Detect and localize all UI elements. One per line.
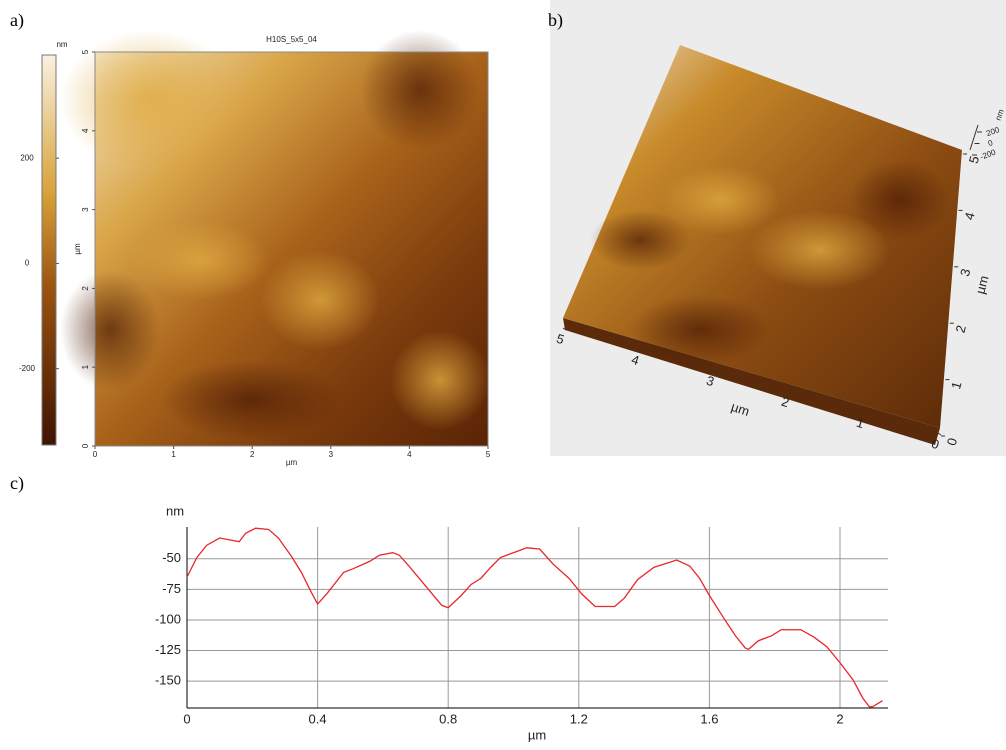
image-title: H10S_5x5_04 (266, 35, 317, 44)
afm-texture (60, 30, 240, 170)
x-tick-label: 4 (630, 352, 642, 369)
x-tick-label: 0 (930, 436, 942, 453)
z-tick-label: 200 (985, 125, 1001, 138)
z-axis-label: nm (994, 108, 1006, 122)
x-tick (562, 327, 567, 331)
colorbar-tick-label: -200 (19, 364, 36, 373)
afm-texture (160, 360, 340, 440)
y-tick-label: 4 (961, 211, 977, 222)
x-tick-label: 2 (780, 394, 792, 411)
y-tick-label: 2 (81, 286, 90, 291)
x-tick-label: 0.4 (309, 711, 327, 726)
colorbar-tick-label: 0 (25, 259, 30, 268)
y-tick-label: -125 (155, 642, 181, 657)
y-tick-label: -75 (162, 581, 181, 596)
x-axis-label: µm (729, 399, 751, 419)
y-tick-label: 5 (966, 154, 982, 165)
x-tick-label: 1.2 (570, 711, 588, 726)
surface-texture (850, 160, 950, 240)
x-tick-label: 3 (705, 373, 717, 390)
colorbar (41, 54, 57, 446)
y-tick-label: 0 (81, 443, 90, 448)
afm-texture (390, 330, 490, 430)
y-tick-label: -50 (162, 550, 181, 565)
x-tick-label: 0 (93, 450, 98, 459)
surface-texture (590, 210, 690, 270)
x-tick-label: 2 (250, 450, 255, 459)
y-tick-label: -100 (155, 611, 181, 626)
x-tick-label: 3 (329, 450, 334, 459)
x-tick-label: 1 (171, 450, 176, 459)
y-tick-label: 3 (957, 267, 973, 278)
surface-texture (750, 210, 890, 290)
surface-texture (630, 295, 770, 365)
x-tick (787, 390, 792, 394)
x-tick-label: 1 (855, 415, 867, 432)
z-tick-label: 0 (987, 138, 995, 148)
colorbar-tick-label: 200 (20, 153, 34, 162)
colorbar-label: nm (56, 40, 67, 49)
y-tick-label: 2 (953, 323, 969, 334)
z-axis (969, 124, 979, 151)
x-tick-label: 0 (183, 711, 190, 726)
y-tick-label: 4 (81, 128, 90, 133)
chart-layer: a)H10S_5x5_040 1 2 3 4 5012345µmµmnm-2000200b… (10, 10, 1006, 742)
y-tick-label: -150 (155, 673, 181, 688)
x-tick (712, 369, 717, 373)
afm-frame (94, 51, 489, 447)
y-tick-label: 5 (81, 49, 90, 54)
panel-label: c) (10, 473, 24, 494)
panel-label: a) (10, 10, 24, 31)
x-tick-label: 5 (555, 331, 567, 348)
y-axis-label: nm (166, 503, 184, 518)
x-tick (937, 432, 942, 436)
y-axis-label: µm (73, 243, 82, 255)
y-tick-label: 0 (944, 436, 960, 447)
x-axis-label: µm (286, 458, 298, 467)
y-tick-label: 3 (81, 207, 90, 212)
surface-texture (660, 165, 780, 235)
y-tick-label: 1 (948, 380, 964, 391)
x-tick (862, 411, 867, 415)
panel-label: b) (548, 10, 563, 31)
x-tick-label: 5 (486, 450, 491, 459)
y-axis-label: µm (972, 274, 991, 296)
x-tick-label: 2 (836, 711, 843, 726)
afm-texture (260, 250, 380, 350)
afm-texture (130, 220, 270, 300)
x-tick-label: 0.8 (439, 711, 457, 726)
y-tick-label: 1 (81, 364, 90, 369)
afm-texture (360, 30, 480, 150)
x-axis-label: µm (528, 727, 546, 742)
x-tick-label: 4 (407, 450, 412, 459)
profile-line (186, 527, 883, 708)
x-tick-label: 1.6 (700, 711, 718, 726)
x-tick (637, 348, 642, 352)
afm-texture (60, 270, 160, 390)
